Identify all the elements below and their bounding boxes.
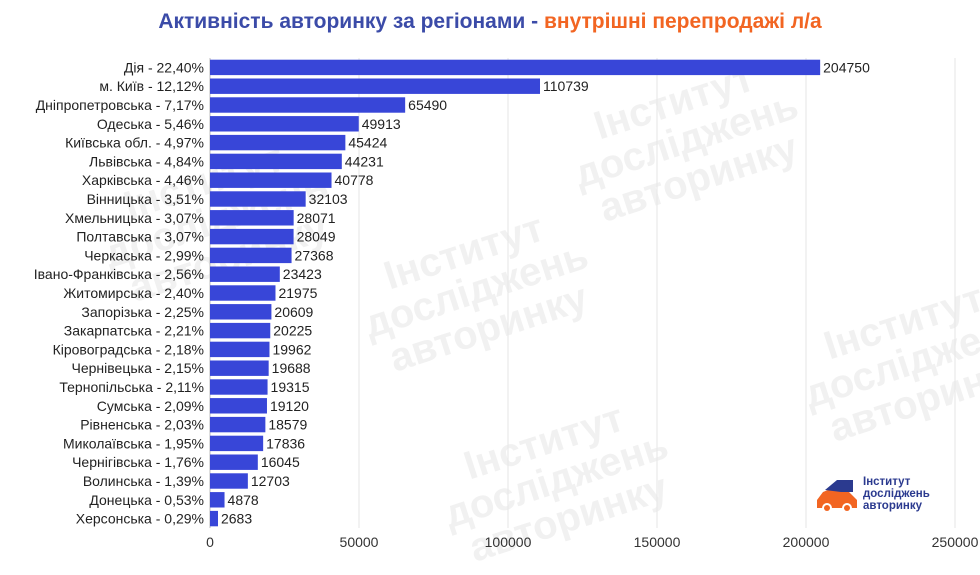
category-label: Одеська - 5,46% — [97, 116, 204, 132]
chart-title-accent: внутрішні перепродажі л/а — [543, 10, 822, 33]
bar — [210, 78, 541, 94]
bar — [210, 247, 292, 264]
category-label: Запорізька - 2,25% — [81, 304, 204, 320]
bar — [210, 266, 280, 282]
data-label: 65490 — [408, 97, 447, 113]
chart-title: Активність авторинку за регіонами - внут… — [0, 10, 980, 34]
category-label: Черкаська - 2,99% — [84, 247, 204, 263]
data-label: 20225 — [273, 323, 312, 339]
x-tick-label: 0 — [206, 534, 214, 550]
car-logo-icon — [817, 480, 857, 513]
logo-text: Інститут досліджень авторинку — [863, 476, 965, 512]
institute-logo: Інститут досліджень авторинку — [815, 476, 965, 516]
category-label: Київська обл. - 4,97% — [65, 135, 204, 151]
data-label: 110739 — [543, 78, 589, 94]
bar — [210, 322, 271, 339]
bar — [210, 172, 332, 188]
data-label: 32103 — [309, 191, 348, 207]
bar — [210, 398, 267, 414]
category-label: Львівська - 4,84% — [89, 153, 204, 169]
category-label: Харківська - 4,46% — [82, 172, 204, 188]
data-label: 28071 — [297, 210, 336, 226]
category-label: Хмельницька - 3,07% — [65, 210, 204, 226]
category-label: Волинська - 1,39% — [83, 473, 204, 489]
category-label: Полтавська - 3,07% — [76, 229, 204, 245]
data-label: 44231 — [345, 153, 384, 169]
category-label: Чернігівська - 1,76% — [72, 454, 204, 470]
bar — [210, 210, 294, 226]
bar — [210, 116, 359, 132]
data-label: 45424 — [348, 135, 387, 151]
data-label: 21975 — [278, 285, 317, 301]
data-label: 49913 — [362, 116, 401, 132]
bar — [210, 379, 268, 395]
bar — [210, 360, 269, 376]
data-label: 2683 — [221, 511, 252, 527]
x-tick-label: 150000 — [634, 534, 681, 550]
category-label: Дія - 22,40% — [124, 59, 204, 75]
data-label: 12703 — [251, 473, 290, 489]
data-label: 16045 — [261, 454, 300, 470]
bar — [210, 191, 306, 207]
data-label: 27368 — [295, 247, 334, 263]
bar — [210, 285, 276, 301]
data-label: 19962 — [272, 341, 311, 357]
category-label: м. Київ - 12,12% — [99, 78, 204, 94]
bar — [210, 97, 406, 113]
x-tick-label: 200000 — [783, 534, 830, 550]
category-label: Рівненська - 2,03% — [80, 417, 204, 433]
bar — [210, 510, 218, 527]
bar — [210, 473, 248, 489]
category-label: Івано-Франківська - 2,56% — [34, 266, 204, 282]
category-label: Житомирська - 2,40% — [63, 285, 204, 301]
data-label: 19120 — [270, 398, 309, 414]
category-label: Дніпропетровська - 7,17% — [36, 97, 204, 113]
bar — [210, 454, 258, 470]
bar — [210, 492, 225, 508]
chart-title-main: Активність авторинку за регіонами - — [158, 10, 544, 33]
bar-chart: 0 50000 100000 150000 200000 250000 Дія - 22,4… — [34, 58, 979, 550]
category-label: Херсонська - 0,29% — [76, 511, 204, 527]
bar — [210, 416, 266, 433]
logo-line-3: авторинку — [863, 500, 923, 512]
category-label: Донецька - 0,53% — [89, 492, 204, 508]
bar — [210, 304, 272, 320]
bar — [210, 341, 270, 358]
data-label: 204750 — [823, 59, 870, 75]
data-label: 28049 — [297, 229, 336, 245]
bar — [210, 59, 821, 76]
data-label: 19688 — [272, 360, 311, 376]
category-label: Тернопільська - 2,11% — [59, 379, 204, 395]
bar — [210, 134, 346, 151]
x-tick-label: 50000 — [340, 534, 379, 550]
logo-line-1: Інститут — [863, 476, 911, 488]
x-tick-label: 100000 — [485, 534, 532, 550]
category-label: Вінницька - 3,51% — [87, 191, 204, 207]
category-label: Закарпатська - 2,21% — [64, 323, 204, 339]
data-label: 23423 — [283, 266, 322, 282]
data-label: 20609 — [274, 304, 313, 320]
data-label: 18579 — [268, 417, 307, 433]
bar — [210, 228, 294, 245]
bar — [210, 153, 342, 170]
data-label: 17836 — [266, 435, 305, 451]
category-label: Чернівецька - 2,15% — [72, 360, 204, 376]
category-label: Сумська - 2,09% — [97, 398, 204, 414]
x-tick-label: 250000 — [932, 534, 979, 550]
data-label: 19315 — [271, 379, 310, 395]
logo-line-2: досліджень — [863, 488, 930, 500]
category-label: Миколаївська - 1,95% — [63, 435, 204, 451]
category-label: Кіровоградська - 2,18% — [53, 341, 204, 357]
data-label: 4878 — [228, 492, 259, 508]
data-label: 40778 — [335, 172, 374, 188]
bar — [210, 435, 264, 452]
